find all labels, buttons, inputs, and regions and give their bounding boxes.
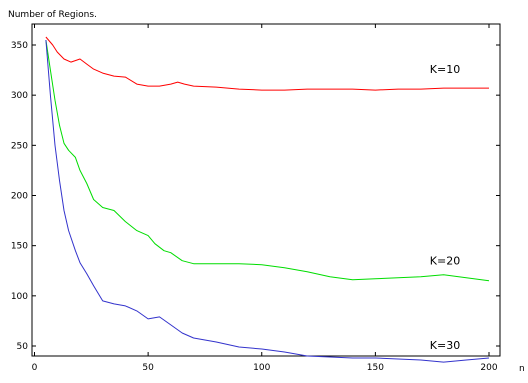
x-axis-label: n — [519, 364, 525, 374]
y-tick-label: 100 — [11, 292, 28, 302]
y-tick-label: 350 — [11, 41, 28, 51]
x-tick-label: 150 — [367, 363, 384, 373]
y-tick-label: 250 — [11, 141, 28, 151]
y-tick-label: 300 — [11, 91, 28, 101]
x-tick-label: 100 — [253, 363, 270, 373]
y-tick-label: 50 — [17, 342, 29, 352]
x-tick-label: 0 — [32, 363, 38, 373]
x-tick-label: 200 — [480, 363, 497, 373]
plot-frame — [31, 23, 501, 357]
y-tick-label: 150 — [11, 242, 28, 252]
x-tick-label: 50 — [142, 363, 154, 373]
x-axis: 0 50 100 150 200 — [32, 24, 498, 373]
series-label-k-10: K=10 — [430, 63, 460, 76]
y-tick-label: 200 — [11, 192, 28, 202]
y-axis: 50 100 150 200 250 300 350 — [11, 41, 500, 352]
series-label-k-30: K=30 — [430, 339, 460, 352]
series-label-k-20: K=20 — [430, 255, 460, 268]
series-annotations: K=10 K=20 K=30 — [430, 63, 460, 352]
series-line-k-20 — [45, 39, 490, 282]
series-line-k-30 — [45, 39, 490, 363]
y-axis-label: Number of Regions. — [8, 10, 97, 20]
series-line-k-10 — [45, 36, 489, 91]
series-lines — [45, 36, 490, 363]
